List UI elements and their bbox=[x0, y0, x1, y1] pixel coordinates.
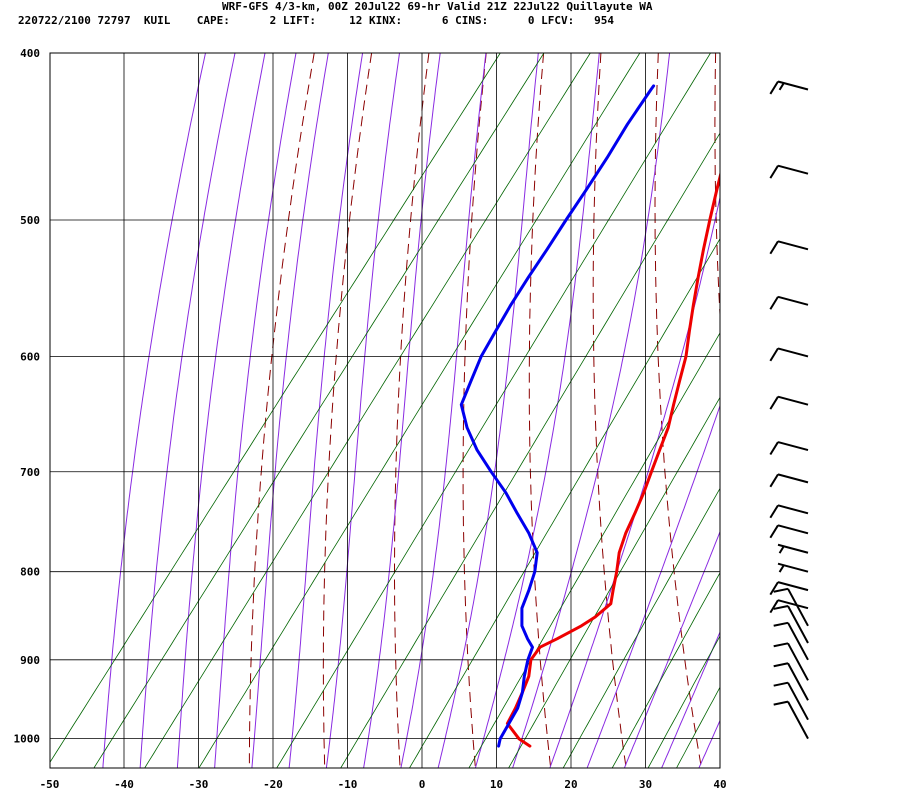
moist-adiabat-line bbox=[698, 719, 720, 768]
mixing-ratio-line bbox=[50, 53, 501, 763]
background-lines bbox=[50, 53, 900, 768]
mixing-ratio-line bbox=[409, 238, 720, 768]
temperature-tick-label: -50 bbox=[40, 778, 60, 791]
moist-adiabat-line bbox=[512, 53, 671, 768]
dry-adiabat-line bbox=[654, 53, 702, 768]
sounding-profiles bbox=[459, 84, 720, 748]
wind-barb bbox=[773, 605, 809, 644]
mixing-ratio-line bbox=[468, 332, 720, 768]
temperature-tick-label: -40 bbox=[114, 778, 134, 791]
mixing-ratio-line bbox=[93, 53, 545, 768]
wind-barb bbox=[769, 504, 809, 519]
pressure-tick-label: 900 bbox=[20, 654, 40, 667]
dry-adiabat-line bbox=[830, 53, 900, 768]
wind-barb bbox=[773, 587, 809, 627]
mixing-ratio-line bbox=[508, 396, 720, 768]
wind-barb bbox=[769, 581, 809, 596]
moist-adiabat-line bbox=[102, 53, 206, 768]
dry-adiabat-line bbox=[462, 53, 487, 768]
wind-barb bbox=[773, 621, 809, 661]
mixing-ratio-line bbox=[144, 53, 591, 768]
dry-adiabat-line bbox=[248, 53, 315, 768]
wind-barbs bbox=[769, 80, 809, 740]
dry-adiabat-line bbox=[528, 53, 552, 768]
dry-adiabat-line bbox=[394, 53, 430, 768]
dry-adiabat-line bbox=[773, 53, 852, 768]
temperature-profile bbox=[505, 170, 720, 748]
temperature-tick-label: 20 bbox=[564, 778, 577, 791]
wind-barb bbox=[773, 642, 809, 681]
moist-adiabat-line bbox=[586, 404, 720, 768]
dry-adiabat-line bbox=[888, 53, 900, 768]
wind-barb bbox=[769, 295, 809, 310]
mixing-ratio-line bbox=[611, 571, 720, 768]
wind-barb bbox=[777, 562, 809, 573]
mixing-ratio-line bbox=[340, 132, 720, 768]
temperature-tick-label: -10 bbox=[338, 778, 358, 791]
pressure-tick-label: 800 bbox=[20, 566, 40, 579]
wind-barb bbox=[769, 80, 809, 95]
station-indices-line: 220722/2100 72797 KUIL CAPE: 2 LIFT: 12 … bbox=[18, 14, 615, 27]
temperature-tick-label: -30 bbox=[189, 778, 209, 791]
temperature-tick-label: 30 bbox=[639, 778, 652, 791]
wind-barb bbox=[769, 441, 809, 456]
moist-adiabat-line bbox=[474, 53, 600, 768]
pressure-tick-label: 1000 bbox=[14, 733, 41, 746]
wind-barb bbox=[777, 543, 809, 554]
dry-adiabat-line bbox=[322, 53, 373, 768]
wind-barb bbox=[769, 599, 809, 614]
pressure-tick-label: 700 bbox=[20, 466, 40, 479]
pressure-axis-labels: 400 500 600 700 800 900 1000 bbox=[14, 47, 41, 746]
pressure-tick-label: 400 bbox=[20, 47, 40, 60]
pressure-tick-label: 600 bbox=[20, 350, 40, 363]
mixing-ratio-line bbox=[676, 686, 720, 768]
moist-adiabat-line bbox=[251, 53, 329, 768]
moist-adiabat-line bbox=[549, 195, 720, 768]
wind-barb bbox=[769, 395, 809, 410]
mixing-ratio-line bbox=[562, 487, 720, 768]
moist-adiabat-line bbox=[176, 53, 266, 768]
moist-adiabat-line bbox=[661, 630, 720, 768]
pressure-tick-label: 500 bbox=[20, 214, 40, 227]
wind-barb bbox=[769, 473, 809, 488]
wind-barb bbox=[769, 164, 809, 179]
moist-adiabat-line bbox=[325, 53, 400, 768]
wind-barb bbox=[773, 700, 809, 740]
wind-barb bbox=[773, 681, 809, 721]
mixing-ratio-line bbox=[276, 53, 711, 768]
temperature-tick-label: 10 bbox=[490, 778, 503, 791]
mixing-ratio-line bbox=[647, 635, 720, 768]
moist-adiabat-line bbox=[623, 530, 720, 768]
moist-adiabat-line bbox=[363, 53, 441, 768]
wind-barb bbox=[769, 524, 809, 539]
dry-adiabat-line bbox=[714, 53, 720, 324]
mixing-ratio-line bbox=[198, 53, 641, 768]
moist-adiabat-line bbox=[214, 53, 297, 768]
plot-frame bbox=[49, 52, 721, 769]
temperature-tick-label: 0 bbox=[419, 778, 426, 791]
chart-title: WRF-GFS 4/3-km, 00Z 20Jul22 69-hr Valid … bbox=[222, 0, 653, 13]
moist-adiabat-line bbox=[400, 53, 487, 768]
moist-adiabat-line bbox=[139, 53, 236, 768]
temperature-tick-label: -20 bbox=[263, 778, 283, 791]
wind-barb bbox=[769, 347, 809, 362]
dry-adiabat-line bbox=[592, 53, 627, 768]
temperature-axis-labels: -50 -40 -30 -20 -10 0 10 20 30 40 bbox=[40, 778, 727, 791]
wind-barb bbox=[769, 240, 809, 255]
temperature-tick-label: 40 bbox=[713, 778, 726, 791]
wind-barb bbox=[773, 662, 809, 701]
moist-adiabat-line bbox=[288, 53, 364, 768]
dewpoint-profile bbox=[459, 84, 656, 748]
